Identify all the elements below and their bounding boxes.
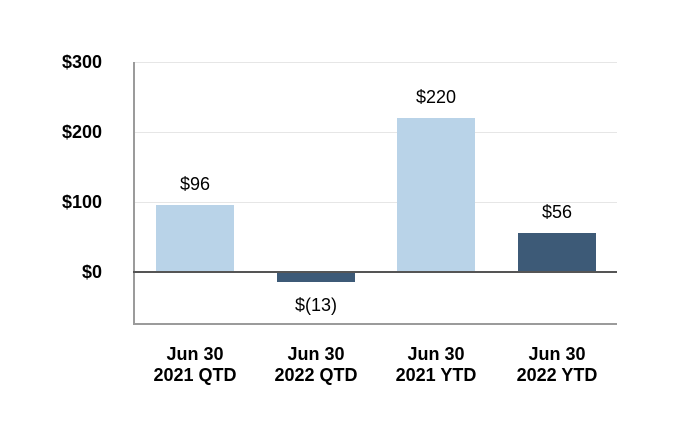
x-tick-label-2: Jun 30 2021 YTD	[395, 344, 477, 385]
y-tick-label-200: $200	[61, 122, 102, 142]
x-axis-bottom-line	[133, 323, 617, 325]
x-tick-label-0: Jun 30 2021 QTD	[153, 344, 237, 385]
bar-0	[156, 205, 234, 272]
bar-value-label-3: $56	[541, 202, 573, 222]
y-tick-label-100: $100	[61, 192, 102, 212]
bar-3	[518, 233, 596, 272]
zero-axis-line	[133, 271, 617, 273]
y-tick-label-0: $0	[81, 262, 102, 282]
gridline-300	[135, 62, 617, 63]
y-axis-line	[133, 62, 135, 325]
bar-2	[397, 118, 475, 272]
gridline-200	[135, 132, 617, 133]
gridline-100	[135, 202, 617, 203]
y-tick-label-300: $300	[61, 52, 102, 72]
x-tick-label-1: Jun 30 2022 QTD	[274, 344, 358, 385]
bar-1	[277, 273, 355, 282]
bar-value-label-0: $96	[179, 174, 211, 194]
bar-value-label-2: $220	[415, 87, 457, 107]
x-tick-label-3: Jun 30 2022 YTD	[516, 344, 598, 385]
bar-value-label-1: $(13)	[294, 295, 338, 315]
